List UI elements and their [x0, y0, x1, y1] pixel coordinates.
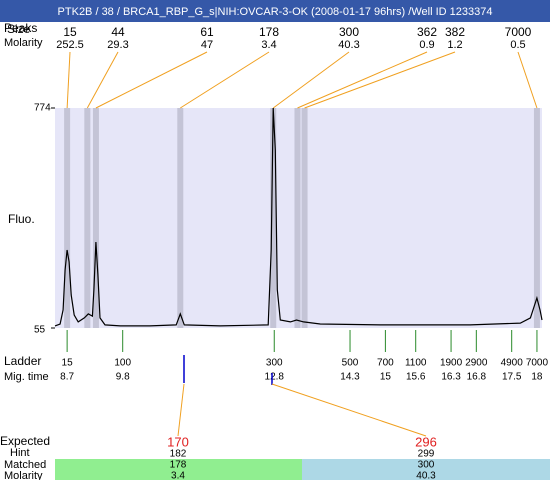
ladder-time: 18 — [531, 372, 543, 383]
peak-molarity: 40.3 — [338, 39, 359, 51]
ladder-size: 15 — [62, 358, 74, 369]
size-label: Size — [7, 22, 31, 36]
matched-size: 178 — [170, 460, 187, 471]
peak-connector — [517, 51, 538, 109]
expected-size: 296 — [415, 434, 437, 449]
peak-connector — [272, 51, 350, 109]
peak-band — [84, 108, 91, 328]
peak-connector — [86, 51, 119, 109]
matched-cell-bg — [55, 459, 302, 480]
expected-size: 170 — [167, 434, 189, 449]
peak-molarity: 47 — [201, 39, 213, 51]
matched-molarity: 40.3 — [416, 471, 436, 480]
ladder-time: 8.7 — [60, 372, 74, 383]
ladder-label: Ladder — [4, 354, 41, 368]
ladder-time: 9.8 — [116, 372, 130, 383]
peak-molarity: 252.5 — [56, 39, 84, 51]
peak-band — [270, 108, 277, 328]
y-tick-label: 55 — [34, 325, 46, 336]
hint-size: 182 — [170, 449, 187, 460]
peak-size: 44 — [111, 25, 125, 39]
matched-size: 300 — [418, 460, 435, 471]
matched-molarity-label: Molarity — [4, 470, 43, 480]
expected-connector — [271, 383, 427, 437]
matched-molarity: 3.4 — [171, 471, 185, 480]
peak-molarity: 3.4 — [261, 39, 276, 51]
peak-connector — [66, 51, 71, 109]
peak-size: 382 — [445, 25, 465, 39]
peak-band — [177, 108, 184, 328]
title-bar — [0, 0, 550, 22]
ladder-time: 15.6 — [406, 372, 426, 383]
peak-molarity: 29.3 — [107, 39, 128, 51]
ladder-time: 12.8 — [265, 372, 285, 383]
matched-label: Matched — [4, 459, 46, 471]
ladder-size: 700 — [377, 358, 394, 369]
ladder-size: 300 — [266, 358, 283, 369]
ladder-size: 100 — [114, 358, 131, 369]
ladder-time: 17.5 — [502, 372, 522, 383]
peak-size: 362 — [417, 25, 437, 39]
peak-connector — [180, 51, 270, 109]
ladder-size: 4900 — [501, 358, 524, 369]
ladder-size: 7000 — [526, 358, 549, 369]
hint-size: 299 — [418, 449, 435, 460]
ladder-time: 16.3 — [441, 372, 461, 383]
ladder-time: 14.3 — [340, 372, 360, 383]
peaks-label: Peaks — [4, 21, 37, 35]
peak-size: 7000 — [505, 25, 532, 39]
expected-connector — [177, 383, 185, 437]
peak-band — [533, 108, 540, 328]
ladder-size: 500 — [342, 358, 359, 369]
ladder-size: 1100 — [405, 358, 427, 369]
y-tick-label: 774 — [34, 103, 51, 114]
mig-time-label: Mig. time — [4, 371, 49, 383]
peak-connector — [297, 51, 428, 109]
peak-band — [301, 108, 308, 328]
ladder-time: 15 — [380, 372, 392, 383]
hint-label: Hint — [10, 447, 30, 459]
ladder-size: 1900 — [440, 358, 463, 369]
ladder-size: 2900 — [465, 358, 488, 369]
peak-size: 15 — [63, 25, 77, 39]
peak-molarity: 1.2 — [447, 39, 462, 51]
ladder-time: 16.8 — [467, 372, 487, 383]
peak-band — [294, 108, 301, 328]
peak-band — [92, 108, 99, 328]
trace — [54, 107, 543, 327]
peak-molarity: 0.5 — [510, 39, 525, 51]
expected-label: Expected — [0, 434, 50, 448]
matched-cell-bg — [302, 459, 550, 480]
peak-molarity: 0.9 — [419, 39, 434, 51]
peak-size: 61 — [200, 25, 214, 39]
molarity-label: Molarity — [4, 37, 43, 49]
fluo-label: Fluo. — [8, 212, 35, 226]
peak-connector — [95, 51, 208, 109]
peak-size: 300 — [339, 25, 359, 39]
peak-connector — [304, 51, 456, 109]
peak-band — [64, 108, 71, 328]
peak-size: 178 — [259, 25, 279, 39]
title: PTK2B / 38 / BRCA1_RBP_G_s|NIH:OVCAR-3-O… — [58, 6, 493, 18]
